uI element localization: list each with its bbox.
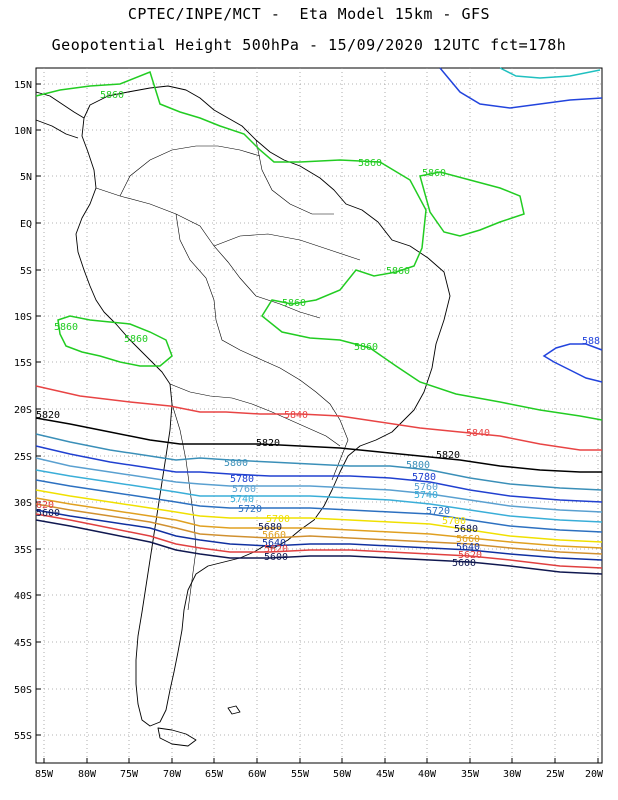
lon-label-45w: 45W [376, 769, 395, 780]
lat-label-eq: EQ [20, 219, 32, 230]
lon-label-80w: 80W [78, 769, 97, 780]
label-5720-b: 5720 [426, 506, 450, 517]
lon-label-40w: 40W [418, 769, 437, 780]
map-title-line-1: CPTEC/INPE/MCT - Eta Model 15km - GFS [127, 5, 491, 23]
label-5860-g: 5860 [124, 334, 148, 345]
contour-5840 [35, 385, 602, 451]
label-5800-b: 5800 [406, 460, 430, 471]
contour-5660 [35, 503, 603, 555]
label-5680-b: 5680 [454, 524, 478, 535]
lat-label-45s: 45S [14, 638, 32, 649]
label-5820-b: 5820 [256, 438, 280, 449]
label-5600-b: 5600 [452, 558, 476, 569]
lat-label-20s: 20S [14, 405, 32, 416]
label-5860-h: 5860 [354, 342, 378, 353]
label-5660-a: 5660 [262, 530, 286, 541]
lon-label-85w: 85W [35, 769, 54, 780]
label-5620-b: 5620 [458, 550, 482, 561]
contour-5880 [439, 67, 603, 383]
label-5820-a: 5820 [36, 410, 60, 421]
label-5860-f: 5860 [54, 322, 78, 333]
label-5860-d: 5860 [386, 266, 410, 277]
label-5840-b: 5840 [466, 428, 490, 439]
contour-5860-east-blob [419, 171, 525, 237]
label-5760-a: 5760 [232, 484, 256, 495]
label-5600-c: 5600 [36, 508, 60, 519]
lat-label-30s: 30S [14, 498, 32, 509]
label-5860-b: 5860 [358, 158, 382, 169]
label-5680-a: 5680 [258, 522, 282, 533]
label-5700-b: 5700 [442, 516, 466, 527]
lat-label-15n: 15N [14, 80, 32, 91]
contour-labels: 5860 5860 5860 5860 5860 5860 5860 5860 … [36, 90, 600, 569]
map-title-line-2: Geopotential Height 500hPa - 15/09/2020 … [51, 36, 567, 54]
lon-label-60w: 60W [248, 769, 267, 780]
contour-5860-north [35, 71, 603, 421]
label-5820-c: 5820 [436, 450, 460, 461]
contour-5760 [35, 457, 603, 513]
axis-ticks [36, 83, 599, 763]
contour-5860-west [57, 315, 173, 367]
label-5840-a: 5840 [284, 410, 308, 421]
lat-label-10s: 10S [14, 312, 32, 323]
tierra-del-fuego [157, 727, 197, 747]
contour-5720 [35, 479, 603, 533]
lon-label-35w: 35W [461, 769, 480, 780]
lat-label-5s: 5S [20, 266, 32, 277]
label-5640-a: 5640 [262, 538, 286, 549]
contour-5600 [35, 519, 603, 575]
label-5860-a: 5860 [100, 90, 124, 101]
lat-label-10n: 10N [14, 126, 32, 137]
lat-label-25s: 25S [14, 452, 32, 463]
label-5860-c: 5860 [422, 168, 446, 179]
label-5700-a: 5700 [266, 514, 290, 525]
label-5780-b: 5780 [412, 472, 436, 483]
lat-label-50s: 50S [14, 685, 32, 696]
contour-5620 [35, 513, 603, 569]
label-5860-e: 5860 [282, 298, 306, 309]
lat-label-40s: 40S [14, 591, 32, 602]
lon-label-30w: 30W [503, 769, 522, 780]
label-5720-a: 5720 [238, 504, 262, 515]
contours [35, 67, 603, 575]
label-5660-b: 5660 [456, 534, 480, 545]
label-5760-b: 5760 [414, 482, 438, 493]
lon-label-75w: 75W [120, 769, 139, 780]
central-america-coast [35, 91, 85, 119]
label-5740-b: 5740 [414, 490, 438, 501]
coastline [35, 85, 451, 747]
south-america-coast [75, 85, 451, 727]
contour-5740 [35, 469, 603, 523]
label-5740-a: 5740 [230, 494, 254, 505]
lon-label-55w: 55W [291, 769, 310, 780]
lon-label-50w: 50W [333, 769, 352, 780]
label-5780-a: 5780 [230, 474, 254, 485]
lat-label-35s: 35S [14, 545, 32, 556]
contour-5700 [35, 489, 603, 543]
lon-label-70w: 70W [163, 769, 182, 780]
label-5640-b: 5640 [456, 542, 480, 553]
lon-label-65w: 65W [205, 769, 224, 780]
caribbean-coast [35, 119, 79, 139]
lat-label-5n: 5N [20, 172, 32, 183]
contour-5800 [35, 433, 603, 491]
contour-5680 [35, 497, 603, 549]
contour-5820 [35, 417, 602, 473]
lat-label-15s: 15S [14, 358, 32, 369]
label-5620-c: 620 [36, 500, 54, 511]
lon-label-20w: 20W [585, 769, 604, 780]
label-5600-a: 5600 [264, 552, 288, 563]
contour-5780 [35, 445, 603, 503]
contour-5900 [499, 67, 601, 79]
contour-5640 [35, 509, 603, 561]
label-5880: 588 [582, 336, 600, 347]
label-5800-a: 5800 [224, 458, 248, 469]
lon-label-25w: 25W [546, 769, 565, 780]
lat-label-55s: 55S [14, 731, 32, 742]
falkland-islands [227, 705, 241, 715]
label-5620-a: 5620 [264, 544, 288, 555]
